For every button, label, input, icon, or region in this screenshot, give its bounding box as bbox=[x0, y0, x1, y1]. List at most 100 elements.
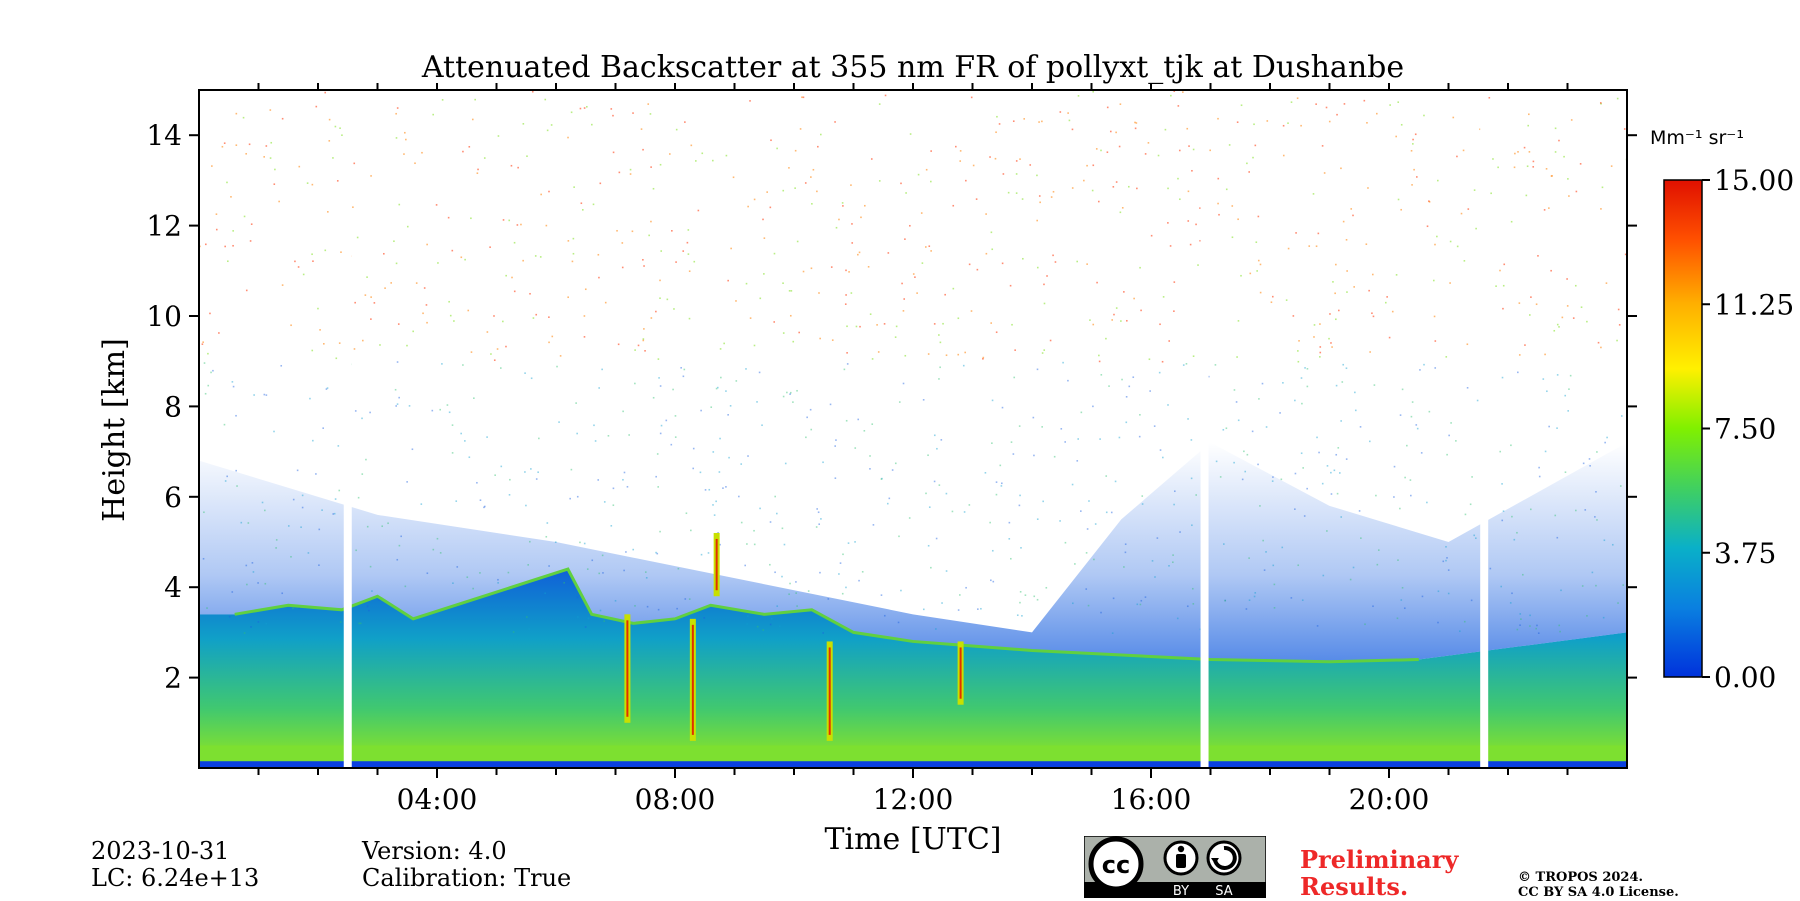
noise-point bbox=[1464, 513, 1467, 516]
noise-point bbox=[464, 440, 466, 442]
noise-point bbox=[794, 149, 797, 152]
noise-point bbox=[652, 396, 655, 399]
noise-point bbox=[1191, 524, 1193, 527]
noise-point bbox=[339, 127, 341, 129]
noise-point bbox=[373, 302, 376, 304]
noise-point bbox=[834, 121, 836, 123]
noise-point bbox=[486, 436, 488, 438]
noise-point bbox=[252, 571, 255, 573]
noise-point bbox=[628, 434, 630, 436]
noise-point bbox=[968, 263, 971, 266]
noise-point bbox=[309, 397, 311, 400]
noise-point bbox=[994, 157, 997, 160]
noise-point bbox=[554, 541, 557, 543]
noise-point bbox=[1217, 177, 1220, 180]
noise-point bbox=[1409, 479, 1412, 481]
noise-point bbox=[334, 498, 337, 500]
noise-point bbox=[544, 98, 547, 101]
noise-point bbox=[776, 512, 778, 515]
y-tick-label: 14 bbox=[146, 119, 182, 152]
noise-point bbox=[231, 591, 234, 593]
noise-point bbox=[594, 440, 597, 442]
noise-point bbox=[524, 471, 526, 473]
noise-point bbox=[1106, 151, 1109, 154]
noise-point bbox=[621, 242, 624, 244]
noise-point bbox=[1237, 419, 1240, 422]
noise-point bbox=[1414, 133, 1417, 136]
noise-point bbox=[513, 241, 516, 244]
noise-point bbox=[569, 497, 571, 500]
noise-point bbox=[1271, 295, 1274, 298]
noise-point bbox=[398, 203, 401, 206]
noise-point bbox=[1071, 483, 1074, 486]
noise-point bbox=[796, 389, 798, 392]
noise-point bbox=[854, 541, 856, 543]
noise-point bbox=[863, 204, 866, 207]
boundary-layer-top-line bbox=[234, 567, 1419, 664]
noise-point bbox=[398, 544, 401, 547]
noise-point bbox=[1345, 238, 1348, 241]
noise-point bbox=[1258, 398, 1260, 400]
noise-point bbox=[1513, 166, 1516, 169]
noise-point bbox=[713, 514, 716, 516]
noise-point bbox=[462, 364, 464, 366]
noise-point bbox=[1518, 302, 1521, 304]
noise-point bbox=[1319, 346, 1322, 348]
noise-point bbox=[1177, 105, 1180, 107]
noise-point bbox=[1162, 296, 1165, 298]
noise-point bbox=[962, 364, 965, 367]
noise-point bbox=[645, 577, 648, 579]
noise-point bbox=[781, 575, 783, 578]
noise-point bbox=[215, 213, 218, 215]
noise-point bbox=[1530, 296, 1532, 298]
noise-point bbox=[1136, 187, 1138, 190]
noise-point bbox=[1366, 122, 1368, 124]
noise-point bbox=[1015, 192, 1018, 194]
noise-point bbox=[1144, 153, 1147, 155]
preliminary-results-note: Preliminary Results. bbox=[1300, 846, 1458, 900]
noise-point bbox=[1559, 630, 1561, 633]
noise-point bbox=[656, 552, 659, 555]
noise-point bbox=[1437, 621, 1439, 624]
noise-point bbox=[604, 301, 607, 304]
noise-point bbox=[936, 447, 938, 450]
noise-point bbox=[576, 596, 579, 599]
noise-point bbox=[920, 212, 923, 214]
noise-point bbox=[548, 565, 550, 567]
noise-point bbox=[924, 246, 927, 248]
noise-point bbox=[1192, 355, 1195, 357]
noise-point bbox=[902, 382, 905, 385]
noise-point bbox=[659, 279, 661, 282]
noise-point bbox=[1500, 585, 1503, 588]
noise-point bbox=[795, 592, 797, 594]
copyright-note: © TROPOS 2024. CC BY SA 4.0 License. bbox=[1518, 870, 1679, 900]
noise-point bbox=[1449, 282, 1451, 284]
noise-point bbox=[509, 478, 511, 481]
noise-point bbox=[1209, 149, 1211, 152]
noise-point bbox=[991, 399, 994, 402]
noise-point bbox=[1300, 377, 1303, 379]
noise-point bbox=[1118, 436, 1121, 439]
noise-point bbox=[226, 475, 228, 478]
noise-point bbox=[880, 478, 883, 480]
noise-point bbox=[1151, 560, 1154, 562]
noise-point bbox=[1192, 603, 1195, 605]
noise-point bbox=[448, 411, 451, 414]
noise-point bbox=[1190, 439, 1193, 441]
noise-point bbox=[1092, 164, 1095, 167]
noise-point bbox=[846, 352, 848, 354]
noise-point bbox=[665, 419, 668, 422]
noise-point bbox=[370, 175, 372, 177]
noise-point bbox=[337, 445, 340, 447]
noise-point bbox=[634, 349, 636, 351]
noise-point bbox=[203, 362, 206, 364]
noise-point bbox=[1563, 155, 1565, 158]
noise-point bbox=[753, 543, 756, 546]
noise-point bbox=[333, 512, 336, 515]
noise-point bbox=[1399, 507, 1401, 510]
noise-point bbox=[232, 385, 235, 388]
colorbar bbox=[1663, 179, 1703, 678]
noise-point bbox=[1403, 607, 1406, 610]
noise-point bbox=[1334, 292, 1336, 295]
noise-point bbox=[670, 443, 673, 446]
